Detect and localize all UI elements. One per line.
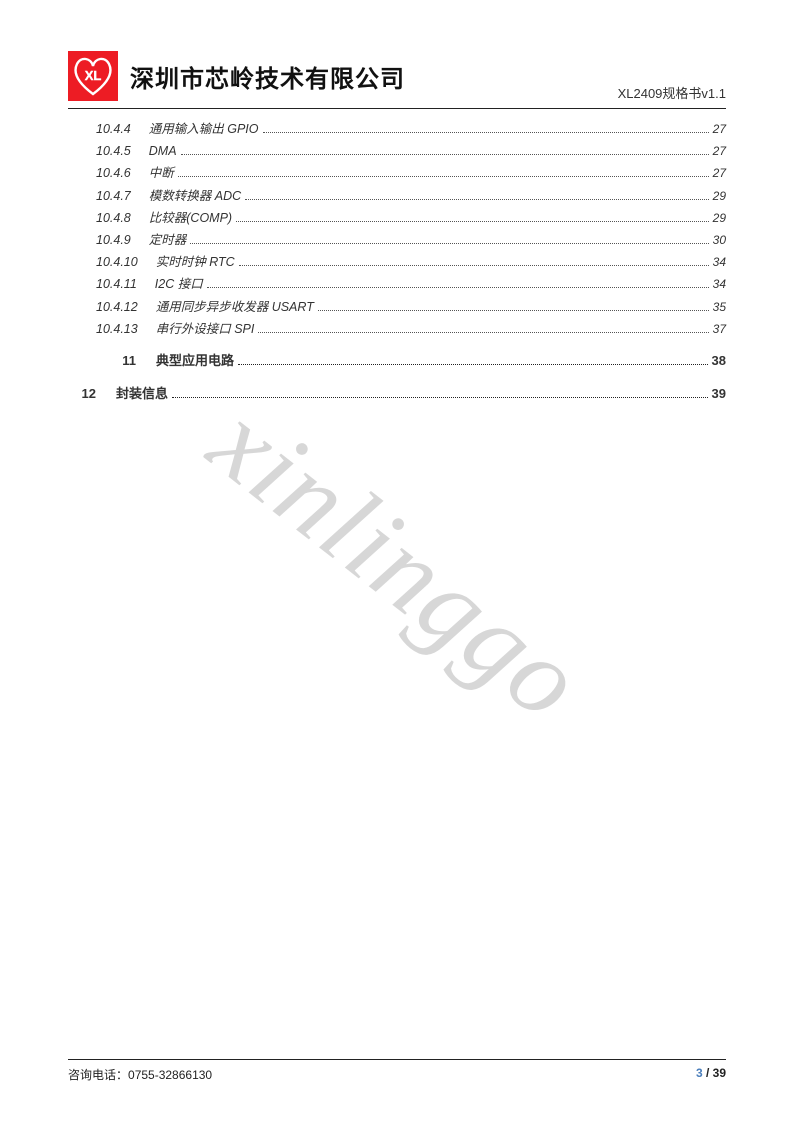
toc-entry-number: 10.4.9 [96, 230, 131, 250]
toc-leader [258, 332, 708, 333]
toc-entry-page: 27 [713, 142, 726, 161]
toc-main-row: 12 封装信息 39 [68, 384, 726, 405]
toc-leader [318, 310, 709, 311]
toc-sub-row: 10.4.12 通用同步异步收发器 USART 35 [68, 297, 726, 317]
footer-phone: 咨询电话：0755-32866130 [68, 1066, 212, 1083]
company-name: 深圳市芯岭技术有限公司 [130, 59, 405, 94]
logo-text: XL [85, 68, 102, 83]
toc-entry-number: 10.4.10 [96, 252, 138, 272]
header-rule [68, 108, 726, 109]
toc-entry-title: 典型应用电路 [156, 351, 234, 372]
toc-leader [207, 287, 709, 288]
toc-entry-title: 实时时钟 RTC [156, 252, 235, 272]
toc-entry-title: I2C 接口 [155, 274, 203, 294]
page-header: XL 深圳市芯岭技术有限公司 XL2409规格书v1.1 [68, 48, 726, 104]
page-number: 3 / 39 [696, 1066, 726, 1083]
toc-entry-title: 通用同步异步收发器 USART [156, 297, 314, 317]
toc-sub-row: 10.4.11 I2C 接口 34 [68, 274, 726, 294]
toc-leader [238, 364, 708, 365]
toc-entry-page: 39 [712, 384, 726, 405]
toc-entry-number: 10.4.8 [96, 208, 131, 228]
toc-leader [245, 199, 709, 200]
toc-sub-row: 10.4.9 定时器 30 [68, 230, 726, 250]
toc-entry-page: 27 [713, 164, 726, 183]
toc-leader [263, 132, 709, 133]
toc-entry-number: 10.4.4 [96, 119, 131, 139]
toc-entry-number: 12 [72, 384, 96, 405]
table-of-contents: 10.4.4 通用输入输出 GPIO 27 10.4.5 DMA 27 10.4.6 中断 27… [68, 119, 726, 404]
toc-entry-page: 34 [713, 275, 726, 294]
toc-entry-number: 10.4.12 [96, 297, 138, 317]
toc-sub-row: 10.4.13 串行外设接口 SPI 37 [68, 319, 726, 339]
toc-sub-row: 10.4.10 实时时钟 RTC 34 [68, 252, 726, 272]
watermark-text: xinlinggo [187, 378, 607, 745]
toc-entry-page: 35 [713, 298, 726, 317]
page-sep: / [703, 1066, 713, 1080]
toc-entry-page: 34 [713, 253, 726, 272]
toc-entry-page: 29 [713, 187, 726, 206]
toc-leader [239, 265, 709, 266]
toc-entry-title: 封装信息 [116, 384, 168, 405]
toc-entry-title: 比较器(COMP) [149, 208, 232, 228]
toc-entry-number: 10.4.11 [96, 274, 137, 294]
toc-entry-page: 27 [713, 120, 726, 139]
toc-entry-page: 29 [713, 209, 726, 228]
toc-entry-number: 10.4.13 [96, 319, 138, 339]
toc-entry-number: 10.4.5 [96, 141, 131, 161]
toc-entry-number: 10.4.7 [96, 186, 131, 206]
toc-leader [190, 243, 708, 244]
toc-sub-row: 10.4.8 比较器(COMP) 29 [68, 208, 726, 228]
toc-leader [236, 221, 709, 222]
toc-sub-row: 10.4.6 中断 27 [68, 163, 726, 183]
toc-entry-page: 37 [713, 320, 726, 339]
toc-entry-page: 30 [713, 231, 726, 250]
toc-leader [178, 176, 709, 177]
toc-leader [172, 397, 708, 398]
toc-entry-number: 11 [112, 351, 136, 372]
total-pages: 39 [713, 1066, 726, 1080]
document-version: XL2409规格书v1.1 [618, 83, 726, 102]
toc-entry-title: 模数转换器 ADC [149, 186, 241, 206]
toc-sub-row: 10.4.7 模数转换器 ADC 29 [68, 186, 726, 206]
company-logo: XL [68, 51, 118, 101]
toc-entry-title: 串行外设接口 SPI [156, 319, 255, 339]
toc-sub-row: 10.4.5 DMA 27 [68, 141, 726, 161]
page-footer: 咨询电话：0755-32866130 3 / 39 [68, 1059, 726, 1083]
toc-entry-title: DMA [149, 141, 177, 161]
toc-entry-title: 通用输入输出 GPIO [149, 119, 259, 139]
toc-entry-page: 38 [712, 351, 726, 372]
phone-label: 咨询电话： [68, 1068, 128, 1082]
heart-logo-icon: XL [71, 54, 115, 98]
toc-leader [181, 154, 709, 155]
toc-entry-title: 中断 [149, 163, 174, 183]
current-page: 3 [696, 1066, 703, 1080]
toc-entry-number: 10.4.6 [96, 163, 131, 183]
toc-entry-title: 定时器 [149, 230, 187, 250]
phone-number: 0755-32866130 [128, 1068, 212, 1082]
toc-main-row: 11 典型应用电路 38 [68, 351, 726, 372]
footer-rule [68, 1059, 726, 1060]
toc-sub-row: 10.4.4 通用输入输出 GPIO 27 [68, 119, 726, 139]
